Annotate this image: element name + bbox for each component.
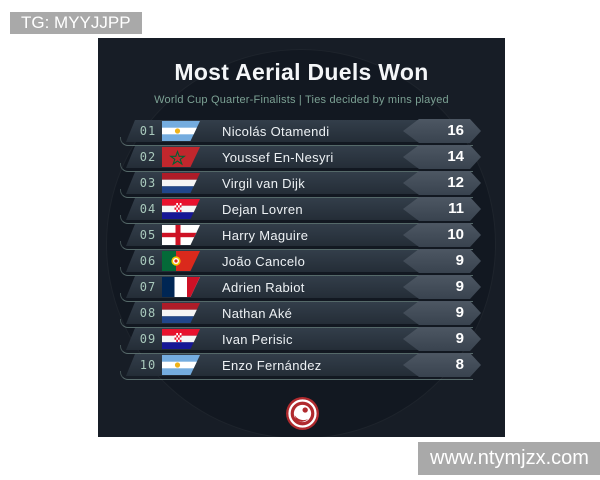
duels-won-value: 12 <box>447 174 464 191</box>
chart-title: Most Aerial Duels Won <box>174 59 429 85</box>
flag-icon-portugal <box>162 251 200 271</box>
chart-subtitle: World Cup Quarter-Finalists | Ties decid… <box>154 94 449 106</box>
player-name: Virgil van Dijk <box>222 176 306 191</box>
row-bar <box>126 250 469 272</box>
duels-won-value: 11 <box>448 200 464 217</box>
duels-won-value: 14 <box>447 148 464 165</box>
value-badge: 11 <box>403 197 481 221</box>
player-name: Ivan Perisic <box>222 332 293 347</box>
ranking-row: 08 Nathan Aké 9 <box>120 302 475 328</box>
value-badge: 9 <box>403 327 481 351</box>
telegram-watermark: TG: MYYJJPP <box>10 12 142 34</box>
flag-icon-argentina <box>162 355 200 375</box>
player-name: Nathan Aké <box>222 306 293 321</box>
row-bar <box>126 328 469 350</box>
value-badge: 10 <box>403 223 481 247</box>
flag-icon-england <box>162 225 200 245</box>
rank-label: 10 <box>139 358 157 372</box>
row-bar <box>126 146 469 168</box>
rank-label: 02 <box>139 150 157 164</box>
player-name: Enzo Fernández <box>222 358 322 373</box>
player-name: João Cancelo <box>222 254 306 269</box>
ranking-row: 09 Ivan Perisic 9 <box>120 328 475 354</box>
website-watermark: www.ntymjzx.com <box>418 442 600 475</box>
duels-won-value: 16 <box>447 122 464 139</box>
ranking-row: 01 Nicolás Otamendi 16 <box>120 120 475 146</box>
row-bar <box>126 198 469 220</box>
row-bar <box>126 172 469 194</box>
ranking-row: 10 Enzo Fernández 8 <box>120 354 475 380</box>
value-badge: 12 <box>403 171 481 195</box>
duels-won-value: 9 <box>455 278 464 295</box>
value-badge: 16 <box>403 119 481 143</box>
player-name: Adrien Rabiot <box>222 280 305 295</box>
value-badge: 14 <box>403 145 481 169</box>
flag-icon-croatia <box>162 329 200 349</box>
duels-won-value: 9 <box>455 252 464 269</box>
duels-won-value: 10 <box>447 226 464 243</box>
row-bar <box>126 276 469 298</box>
rank-label: 03 <box>139 176 157 190</box>
value-badge: 9 <box>403 249 481 273</box>
flag-icon-argentina <box>162 121 200 141</box>
player-name: Harry Maguire <box>222 228 309 243</box>
ranking-row: 06 João Cancelo 9 <box>120 250 475 276</box>
rank-label: 04 <box>139 202 157 216</box>
flag-icon-netherlands <box>162 173 200 193</box>
value-badge: 8 <box>403 353 481 377</box>
ranking-row: 05 Harry Maguire 10 <box>120 224 475 250</box>
row-bar <box>126 302 469 324</box>
stats-card: Most Aerial Duels Won World Cup Quarter-… <box>98 38 505 437</box>
flag-icon-morocco <box>162 147 200 167</box>
rank-label: 06 <box>139 254 157 268</box>
flag-icon-croatia <box>162 199 200 219</box>
ranking-row: 04 Dejan Lovren 11 <box>120 198 475 224</box>
player-name: Nicolás Otamendi <box>222 124 330 139</box>
rank-label: 08 <box>139 306 157 320</box>
value-badge: 9 <box>403 275 481 299</box>
row-bar <box>126 354 469 376</box>
rank-label: 09 <box>139 332 157 346</box>
flag-icon-netherlands <box>162 303 200 323</box>
ranking-row: 03 Virgil van Dijk 12 <box>120 172 475 198</box>
ranking-row: 07 Adrien Rabiot 9 <box>120 276 475 302</box>
duels-won-value: 9 <box>455 330 464 347</box>
ranking-row: 02 Youssef En-Nesyri 14 <box>120 146 475 172</box>
player-name: Dejan Lovren <box>222 202 303 217</box>
player-name: Youssef En-Nesyri <box>222 150 334 165</box>
value-badge: 9 <box>403 301 481 325</box>
row-bar <box>126 120 469 142</box>
flag-icon-france <box>162 277 200 297</box>
duels-won-value: 8 <box>455 356 464 373</box>
rank-label: 07 <box>139 280 157 294</box>
rank-label: 05 <box>139 228 157 242</box>
rank-label: 01 <box>139 124 157 138</box>
duels-won-value: 9 <box>455 304 464 321</box>
publisher-crest-logo <box>285 396 320 431</box>
row-bar <box>126 224 469 246</box>
